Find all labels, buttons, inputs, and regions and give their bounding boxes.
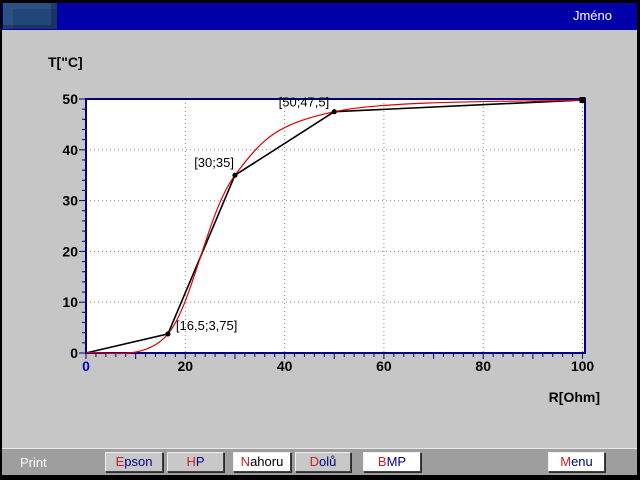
svg-text:60: 60 [376,358,392,374]
print-label: Print [20,455,47,470]
app-logo [3,3,57,29]
svg-text:20: 20 [178,358,194,374]
svg-text:40: 40 [62,142,78,158]
dolu-button[interactable]: Dolů [295,452,351,472]
svg-text:80: 80 [475,358,491,374]
svg-text:50: 50 [62,91,78,107]
bottom-bar: Print Epson HP Nahoru Dolů BMP Menu [2,448,637,475]
svg-text:0: 0 [70,345,78,361]
svg-text:10: 10 [62,294,78,310]
svg-text:100: 100 [571,358,595,374]
hp-button[interactable]: HP [167,452,224,472]
svg-text:R[Ohm]: R[Ohm] [549,389,600,405]
svg-text:40: 40 [277,358,293,374]
svg-text:0: 0 [82,358,90,374]
title-bar: Jméno [2,3,637,30]
svg-text:30: 30 [62,193,78,209]
main-area: 0 10 20 30 40 50 0 20 40 60 80 100 T["C] R[Ohm] [16,5;… [2,30,637,448]
epson-button[interactable]: Epson [105,452,163,472]
svg-text:[50;47,5]: [50;47,5] [279,95,330,110]
temperature-resistance-chart: 0 10 20 30 40 50 0 20 40 60 80 100 T["C] R[Ohm] [16,5;… [48,54,600,405]
svg-text:[30;35]: [30;35] [194,155,234,170]
bmp-button[interactable]: BMP [363,452,421,472]
menu-button[interactable]: Menu [548,452,605,472]
app-screen: Jméno 0 10 20 30 40 50 0 20 40 60 80 100 T["C] R[Ohm]… [2,3,637,475]
svg-text:T["C]: T["C] [48,54,83,70]
nahoru-button[interactable]: Nahoru [233,452,291,472]
svg-text:20: 20 [62,243,78,259]
title-name-label: Jméno [572,8,612,23]
svg-text:[16,5;3,75]: [16,5;3,75] [176,318,237,333]
